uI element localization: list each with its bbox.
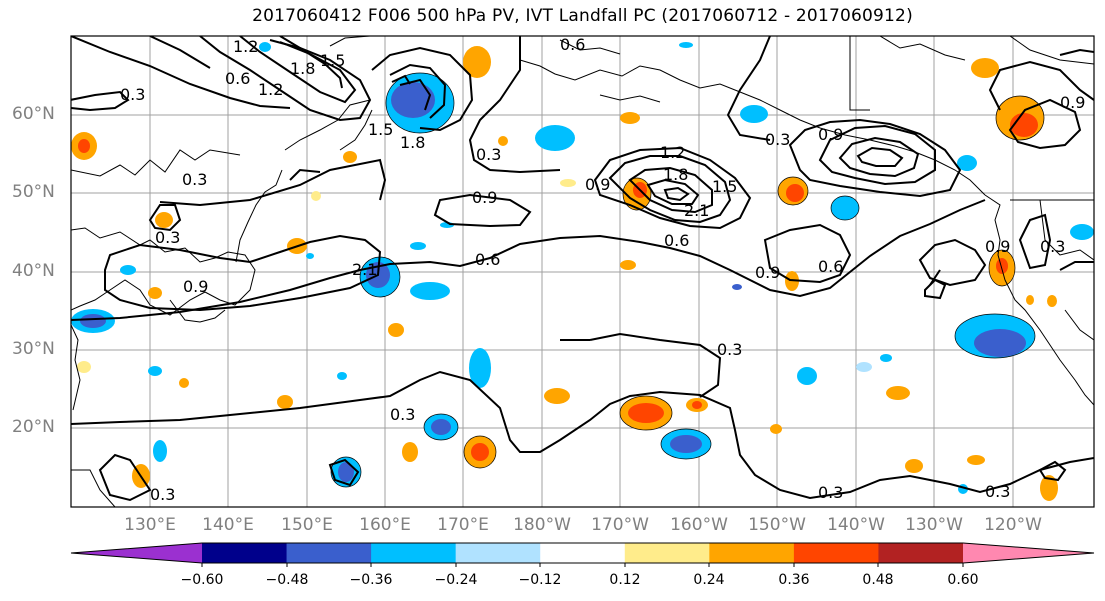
contour-labels: 0.3 0.3 0.3 0.3 0.3 0.3 0.3 0.3 0.3 0.3 … bbox=[120, 35, 1085, 504]
contour-label: 0.3 bbox=[985, 482, 1010, 501]
contour-label: 0.3 bbox=[155, 228, 180, 247]
lon-label-130w: 130°W bbox=[905, 515, 963, 535]
contour-label: 1.8 bbox=[663, 165, 688, 184]
colorbar-bin bbox=[793, 543, 879, 563]
lon-label-160w: 160°W bbox=[670, 515, 728, 535]
contour-label: 0.3 bbox=[765, 130, 790, 149]
contour-label: 0.6 bbox=[225, 69, 250, 88]
contour-label: 0.6 bbox=[475, 250, 500, 269]
shading-outlines bbox=[330, 72, 1045, 488]
colorbar-ticks bbox=[201, 563, 964, 567]
colorbar-extend-max-body bbox=[963, 543, 1094, 563]
colorbar-bin bbox=[878, 543, 964, 563]
contour-label: 1.8 bbox=[400, 133, 425, 152]
contour-label: 0.9 bbox=[183, 277, 208, 296]
map-title: 2017060412 F006 500 hPa PV, IVT Landfall… bbox=[252, 6, 913, 26]
contour-label: 0.3 bbox=[476, 145, 501, 164]
lon-label-140e: 140°E bbox=[202, 515, 254, 535]
contour-label: 0.9 bbox=[755, 263, 780, 282]
coastlines bbox=[71, 36, 1094, 507]
colorbar-extend-min-body bbox=[71, 543, 202, 563]
contour-label: 1.2 bbox=[233, 37, 258, 56]
colorbar-label: −0.24 bbox=[434, 572, 478, 588]
contour-label: 0.3 bbox=[717, 340, 742, 359]
map-frame bbox=[70, 35, 1095, 508]
colorbar-bin bbox=[709, 543, 795, 563]
colorbar-label: −0.48 bbox=[265, 572, 309, 588]
contour-label: 0.3 bbox=[182, 170, 207, 189]
contour-label: 0.3 bbox=[150, 485, 175, 504]
contour-label: 2.1 bbox=[684, 201, 709, 220]
colorbar-label: 0.24 bbox=[693, 572, 725, 588]
colorbar-label: 0.48 bbox=[862, 572, 894, 588]
colorbar-bin bbox=[624, 543, 710, 563]
colorbar bbox=[70, 542, 1095, 564]
contour-label: 0.9 bbox=[818, 125, 843, 144]
colorbar-bin bbox=[371, 543, 457, 563]
lat-label-40n: 40°N bbox=[12, 261, 55, 281]
contour-label: 2.1 bbox=[352, 260, 377, 279]
contour-label: 1.5 bbox=[712, 177, 737, 196]
lon-label-140w: 140°W bbox=[827, 515, 885, 535]
lon-label-130e: 130°E bbox=[124, 515, 176, 535]
lon-label-180w: 180°W bbox=[513, 515, 571, 535]
contour-label: 0.3 bbox=[1040, 237, 1065, 256]
lon-label-120w: 120°W bbox=[984, 515, 1042, 535]
contour-label: 0.9 bbox=[1060, 93, 1085, 112]
lat-label-30n: 30°N bbox=[12, 339, 55, 359]
lat-label-60n: 60°N bbox=[12, 104, 55, 124]
lon-label-170e: 170°E bbox=[437, 515, 489, 535]
contour-label: 1.5 bbox=[368, 120, 393, 139]
contour-label: 0.3 bbox=[390, 405, 415, 424]
contour-label: 1.8 bbox=[290, 59, 315, 78]
contour-label: 0.9 bbox=[585, 175, 610, 194]
contour-label: 0.9 bbox=[472, 188, 497, 207]
lon-label-160e: 160°E bbox=[359, 515, 411, 535]
colorbar-bin bbox=[286, 543, 372, 563]
colorbar-label: −0.60 bbox=[180, 572, 224, 588]
contour-label: 0.6 bbox=[560, 35, 585, 54]
colorbar-label: 0.36 bbox=[778, 572, 810, 588]
pv-contours bbox=[71, 36, 1094, 502]
contour-label: 1.2 bbox=[258, 80, 283, 99]
colorbar-label: 0.60 bbox=[947, 572, 979, 588]
lat-label-20n: 20°N bbox=[12, 417, 55, 437]
graticule bbox=[71, 36, 1094, 507]
contour-label: 0.3 bbox=[818, 483, 843, 502]
colorbar-label: −0.12 bbox=[518, 572, 562, 588]
colorbar-label: −0.36 bbox=[349, 572, 393, 588]
contour-label: 0.6 bbox=[818, 257, 843, 276]
colorbar-bin bbox=[455, 543, 541, 563]
lon-label-150w: 150°W bbox=[748, 515, 806, 535]
lat-label-50n: 50°N bbox=[12, 182, 55, 202]
colorbar-bin bbox=[540, 543, 626, 563]
colorbar-label: 0.12 bbox=[609, 572, 641, 588]
contour-label: 0.6 bbox=[664, 231, 689, 250]
contour-label: 0.3 bbox=[120, 85, 145, 104]
lon-label-150e: 150°E bbox=[281, 515, 333, 535]
colorbar-bin bbox=[202, 543, 288, 563]
contour-label: 0.9 bbox=[985, 237, 1010, 256]
lon-label-170w: 170°W bbox=[591, 515, 649, 535]
contour-label: 1.2 bbox=[660, 143, 685, 162]
contour-label: 1.5 bbox=[320, 51, 345, 70]
